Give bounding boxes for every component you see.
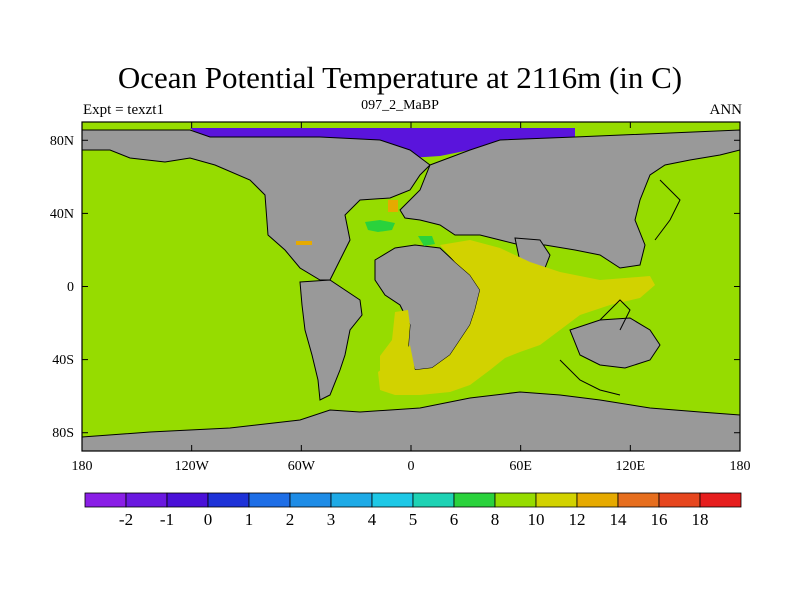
colorbar-label: 8 bbox=[491, 510, 500, 529]
colorbar-label: 6 bbox=[450, 510, 459, 529]
map-panel bbox=[82, 122, 740, 451]
colorbar-label: 1 bbox=[245, 510, 254, 529]
colorbar-swatch bbox=[699, 492, 742, 508]
coastline-details bbox=[559, 179, 681, 396]
season-label: ANN bbox=[709, 102, 743, 118]
lon-tick-label: 60E bbox=[509, 459, 532, 474]
land-masses bbox=[82, 122, 740, 451]
lat-tick-label: 0 bbox=[67, 280, 74, 295]
colorbar-label: 18 bbox=[692, 510, 709, 529]
colorbar-swatch bbox=[453, 492, 496, 508]
lat-tick-label: 40S bbox=[52, 353, 74, 368]
colorbar-swatch bbox=[166, 492, 209, 508]
water-8-10-east bbox=[418, 236, 435, 246]
land-australia bbox=[569, 317, 661, 369]
colorbar-label: 5 bbox=[409, 510, 418, 529]
lon-tick-label: 120W bbox=[175, 459, 210, 474]
colorbar-swatch bbox=[494, 492, 537, 508]
colorbar-swatch bbox=[207, 492, 250, 508]
colorbar-label: 10 bbox=[528, 510, 545, 529]
colorbar-label: 2 bbox=[286, 510, 295, 529]
lat-tick-label: 80N bbox=[50, 134, 74, 149]
colorbar-swatch bbox=[658, 492, 701, 508]
warm-region-south-atlantic bbox=[380, 310, 410, 372]
map-title: Ocean Potential Temperature at 2116m (in… bbox=[117, 60, 683, 95]
lat-tick-label: 80S bbox=[52, 426, 74, 441]
colorbar-swatch bbox=[330, 492, 373, 508]
colorbar-swatch bbox=[125, 492, 168, 508]
lat-tick-label: 40N bbox=[50, 207, 74, 222]
colorbar-labels: -2 -1 0 1 2 3 4 5 6 8 10 12 14 16 18 bbox=[119, 510, 709, 529]
land-south-america bbox=[299, 279, 363, 401]
time-label: 097_2_MaBP bbox=[361, 98, 439, 113]
colorbar-swatch bbox=[84, 492, 127, 508]
colorbar-swatch bbox=[248, 492, 291, 508]
lon-tick-label: 180 bbox=[730, 459, 751, 474]
colorbar-label: 0 bbox=[204, 510, 213, 529]
colorbar-swatch bbox=[617, 492, 660, 508]
colorbar-swatch bbox=[535, 492, 578, 508]
colorbar bbox=[84, 492, 742, 508]
colorbar-label: 12 bbox=[569, 510, 586, 529]
colorbar-label: 3 bbox=[327, 510, 336, 529]
colorbar-label: 4 bbox=[368, 510, 377, 529]
lon-tick-label: 60W bbox=[288, 459, 316, 474]
colorbar-label: 16 bbox=[651, 510, 668, 529]
colorbar-swatch bbox=[412, 492, 455, 508]
warm-patch-14-16 bbox=[388, 200, 398, 212]
lon-tick-label: 180 bbox=[72, 459, 93, 474]
colorbar-swatch bbox=[289, 492, 332, 508]
land-antarctica bbox=[82, 391, 740, 451]
experiment-label: Expt = texzt1 bbox=[83, 102, 164, 118]
colorbar-swatch bbox=[576, 492, 619, 508]
colorbar-label: -2 bbox=[119, 510, 133, 529]
land-north-america bbox=[82, 122, 431, 281]
colorbar-swatch bbox=[371, 492, 414, 508]
warm-region-indian-ocean bbox=[378, 240, 655, 395]
lon-tick-label: 120E bbox=[616, 459, 646, 474]
lon-tick-label: 0 bbox=[408, 459, 415, 474]
axis-ticks bbox=[81, 122, 741, 451]
land-eurasia bbox=[399, 129, 740, 269]
warm-strip-14-16 bbox=[296, 241, 312, 245]
water-8-10-mediterranean bbox=[365, 220, 395, 232]
warm-water-12-14 bbox=[378, 240, 655, 395]
colorbar-label: -1 bbox=[160, 510, 174, 529]
colorbar-label: 14 bbox=[610, 510, 628, 529]
